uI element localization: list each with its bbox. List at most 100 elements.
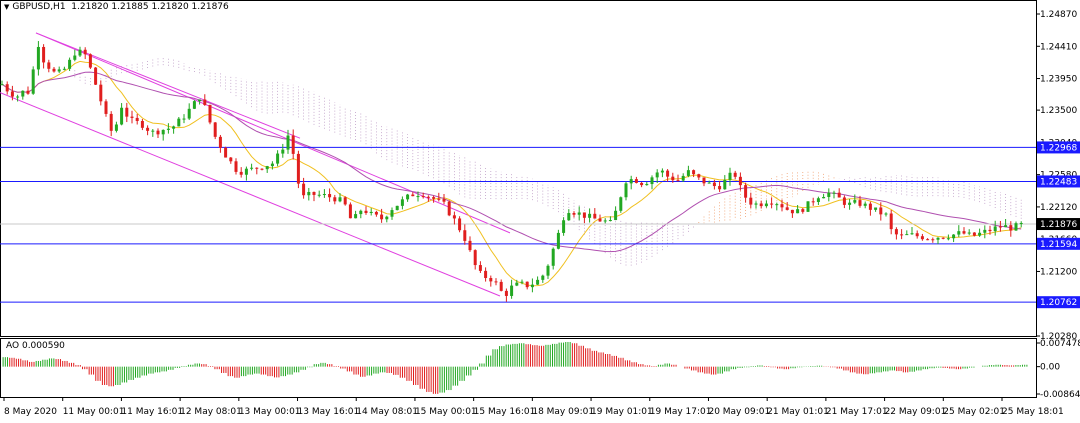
candle-body <box>520 281 524 283</box>
x-tick-label: 14 May 08:01 <box>356 407 418 417</box>
ao-value: 0.000590 <box>21 341 65 351</box>
candle-body <box>510 285 514 296</box>
candle-body <box>603 220 607 222</box>
candle-body <box>629 179 633 184</box>
candle-body <box>447 201 451 216</box>
candle-body <box>780 204 784 208</box>
candle-body <box>36 46 40 70</box>
candle-body <box>328 194 332 198</box>
candle-body <box>218 136 222 148</box>
collapse-triangle-icon[interactable]: ▼ <box>4 3 10 11</box>
price-tags: 1.22968 1.22483 1.21594 1.20762 1.21876 <box>1037 141 1080 309</box>
candle-body <box>952 234 956 239</box>
candle-body <box>816 198 820 202</box>
candle-body <box>276 153 280 164</box>
candle-body <box>962 231 966 234</box>
candle-body <box>47 62 51 69</box>
candle-body <box>546 265 550 276</box>
horizontal-levels[interactable] <box>0 146 1036 303</box>
current-price-tag <box>1037 218 1080 231</box>
x-tick-label: 15 May 00:01 <box>415 407 477 417</box>
candle-body <box>541 275 545 280</box>
candle-body <box>140 121 144 128</box>
candle-body <box>941 237 945 239</box>
candle-body <box>978 232 982 236</box>
candle-body <box>161 129 165 135</box>
symbol-label: GBPUSD,H1 <box>12 2 66 12</box>
x-tick-label: 19 May 17:01 <box>650 407 712 417</box>
candle-body <box>692 170 696 175</box>
candle-body <box>359 210 363 215</box>
candle-body <box>686 170 690 176</box>
candle-body <box>31 69 35 94</box>
candle-body <box>312 191 316 195</box>
candle-body <box>255 167 259 169</box>
candle-body <box>0 84 4 86</box>
candle-body <box>905 234 909 236</box>
ao-label: AO <box>6 341 20 351</box>
candle-body <box>270 163 274 167</box>
candle-body <box>775 204 779 206</box>
candle-body <box>588 213 592 218</box>
level-price-tag <box>1037 237 1080 250</box>
current-price-tag-label: 1.21876 <box>1040 220 1077 230</box>
candle-body <box>796 209 800 214</box>
candle-body <box>608 220 612 222</box>
ohlc-values: 1.21820 1.21885 1.21820 1.21876 <box>71 2 229 12</box>
candle-body <box>125 107 129 117</box>
candle-body <box>42 46 46 63</box>
candle-body <box>718 186 722 190</box>
candle-body <box>244 168 248 175</box>
level-price-tag-label: 1.21594 <box>1040 240 1077 250</box>
y-tick-label: 1.20280 <box>1040 332 1077 342</box>
candle-body <box>463 230 467 241</box>
x-tick-label: 13 May 16:01 <box>298 407 360 417</box>
candle-body <box>281 149 285 154</box>
candle-body <box>1019 222 1023 224</box>
candle-body <box>593 213 597 219</box>
candle-body <box>660 170 664 173</box>
candle-body <box>203 99 207 105</box>
candle-body <box>988 229 992 232</box>
main-chart-frame <box>0 0 1037 337</box>
candle-body <box>723 179 727 190</box>
candle-body <box>515 282 519 286</box>
candle-body <box>156 130 160 135</box>
candle-body <box>348 204 352 219</box>
candle-body <box>499 281 503 291</box>
candle-body <box>468 240 472 251</box>
candle-body <box>338 197 342 202</box>
y-tick-label: 1.23500 <box>1040 106 1077 116</box>
candle-body <box>900 234 904 236</box>
y-tick-label: 1.22120 <box>1040 203 1077 213</box>
candle-body <box>213 122 217 137</box>
candle-body <box>733 172 737 177</box>
candle-body <box>172 126 176 129</box>
candle-body <box>192 101 196 109</box>
candle-body <box>146 127 150 131</box>
candle-body <box>645 184 649 186</box>
candle-body <box>26 90 30 94</box>
candle-body <box>504 290 508 296</box>
candle-body <box>598 218 602 222</box>
candle-body <box>489 278 493 282</box>
x-tick-label: 11 May 00:01 <box>63 407 125 417</box>
x-tick-label: 18 May 09:01 <box>532 407 594 417</box>
y-tick-label: 1.24410 <box>1040 42 1077 52</box>
candle-body <box>650 177 654 185</box>
candle-body <box>88 54 92 68</box>
candle-body <box>884 213 888 215</box>
candle-body <box>790 209 794 214</box>
candle-body <box>676 180 680 182</box>
candle-body <box>208 104 212 123</box>
candle-body <box>135 117 139 122</box>
candle-body <box>894 229 898 235</box>
ao-panel-border <box>0 338 1037 398</box>
candle-body <box>426 196 430 198</box>
candle-body <box>853 200 857 203</box>
level-price-tag <box>1037 296 1080 309</box>
candle-body <box>910 233 914 235</box>
candle-body <box>343 197 347 205</box>
candle-body <box>614 210 618 221</box>
